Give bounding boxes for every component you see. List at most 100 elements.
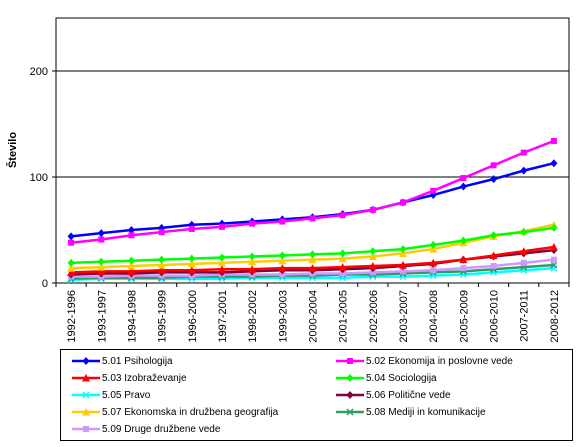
x-tick-label: 1995-1999 (157, 290, 169, 343)
data-point (339, 270, 346, 277)
legend-swatch (72, 408, 100, 416)
legend-swatch (72, 426, 100, 432)
data-point (490, 263, 497, 270)
data-point (187, 259, 196, 268)
data-point (430, 187, 437, 194)
data-point (82, 357, 90, 365)
data-point (429, 240, 437, 249)
data-point (490, 175, 498, 184)
data-point (369, 269, 376, 276)
legend-label: 5.05 Pravo (102, 389, 151, 401)
data-point (368, 262, 377, 270)
data-point (248, 257, 257, 266)
y-tick-label: 100 (30, 172, 48, 184)
data-point (460, 175, 467, 182)
legend-label: 5.06 Politične vede (366, 389, 451, 401)
gridlines (56, 70, 569, 178)
data-point (278, 256, 287, 265)
legend-label: 5.01 Psihologija (102, 355, 173, 367)
data-point (248, 252, 256, 261)
x-tick-label: 2003-2007 (398, 290, 410, 343)
legend-item: 5.03 Izobraževanje (71, 369, 187, 387)
data-point (346, 374, 354, 382)
data-point (82, 408, 90, 416)
legend-swatch (72, 391, 100, 399)
data-point (519, 247, 528, 255)
data-point (127, 262, 136, 270)
data-point (400, 268, 407, 275)
data-point (460, 265, 467, 272)
legend-swatch (336, 358, 364, 364)
x-tick-label: 2007-2011 (519, 290, 531, 342)
data-point (97, 229, 105, 238)
series (67, 137, 558, 284)
y-axis-label: Število (6, 132, 19, 168)
data-point (459, 236, 467, 245)
x-tick-label: 2001-2005 (338, 290, 350, 343)
x-tick-label: 1992-1996 (66, 290, 78, 343)
legend-label: 5.04 Sociologija (366, 372, 437, 384)
chart-svg: 0 100 200 1992-1996 1993-1997 1994-1998 1995-… (6, 17, 570, 343)
data-point (399, 260, 408, 269)
legend-item: 5.09 Druge družbene vede (71, 420, 220, 438)
data-point (157, 266, 166, 274)
data-point (520, 259, 527, 266)
data-point (158, 229, 165, 236)
data-point (490, 231, 498, 240)
legend-item: 5.06 Politične vede (335, 386, 451, 404)
data-point (67, 264, 76, 272)
data-point (400, 199, 407, 206)
legend-swatch (72, 357, 100, 365)
data-point (188, 254, 196, 263)
data-point (67, 232, 75, 241)
data-point (309, 250, 316, 259)
data-point (339, 249, 347, 258)
data-point (218, 223, 225, 230)
series-3 (67, 242, 558, 276)
legend-label: 5.03 Izobraževanje (102, 372, 187, 384)
data-point (278, 264, 287, 272)
x-tick-label: 1993-1997 (96, 290, 108, 343)
data-point (430, 267, 437, 274)
y-axis-ticks: 0 100 200 (30, 66, 56, 290)
x-tick-label: 2004-2008 (428, 290, 440, 343)
data-point (520, 149, 527, 156)
data-point (97, 267, 106, 275)
data-point (157, 260, 166, 269)
series-4 (67, 223, 558, 267)
data-point (97, 263, 106, 271)
data-point (550, 256, 557, 263)
data-point (279, 218, 286, 225)
data-point (369, 247, 377, 256)
data-point (248, 265, 257, 273)
data-point (346, 391, 354, 399)
legend-item: 5.01 Psihologija (71, 352, 173, 370)
x-tick-label: 2002-2006 (368, 290, 380, 343)
data-point (83, 426, 89, 432)
data-point (490, 162, 497, 169)
x-tick-label: 1994-1998 (126, 290, 138, 343)
data-point (520, 166, 528, 175)
data-point (217, 265, 226, 273)
data-point (127, 256, 135, 265)
x-tick-label: 2000-2004 (308, 290, 320, 343)
x-tick-label: 1999-2003 (277, 290, 289, 343)
x-tick-label: 1997-2001 (217, 290, 229, 343)
data-point (187, 266, 196, 274)
data-point (278, 251, 286, 260)
legend-item: 5.07 Ekonomska in družbena geografija (71, 403, 278, 421)
legend-item: 5.02 Ekonomija in poslovne vede (335, 352, 513, 370)
data-point (68, 239, 75, 246)
data-point (429, 258, 438, 267)
data-point (308, 264, 317, 272)
y-tick-label: 200 (30, 66, 48, 78)
x-tick-label: 2006-2010 (489, 290, 501, 343)
data-point (338, 254, 347, 263)
data-point (127, 226, 135, 234)
data-point (459, 255, 468, 264)
data-point (399, 245, 407, 254)
series-line (70, 162, 555, 238)
legend-item: 5.05 Pravo (71, 386, 150, 404)
data-point (369, 206, 376, 213)
